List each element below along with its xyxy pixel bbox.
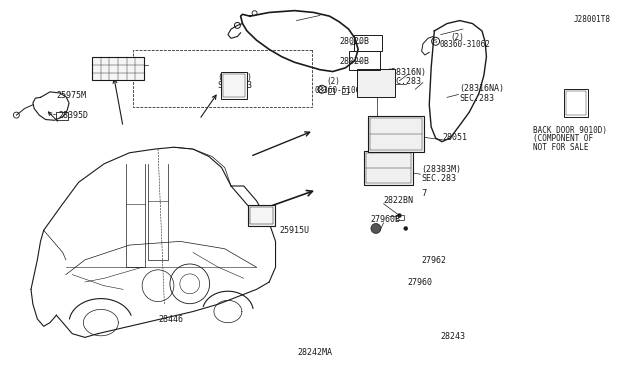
Bar (250, 206, 273, 224)
Circle shape (371, 224, 381, 233)
Text: S: S (320, 87, 324, 92)
Text: 28242MA: 28242MA (298, 349, 333, 357)
Bar (349, 51, 380, 70)
Text: 25975M: 25975M (56, 91, 86, 100)
Text: SEC.283: SEC.283 (387, 77, 422, 86)
Text: 28446: 28446 (158, 315, 183, 324)
Text: 28395D: 28395D (58, 111, 88, 121)
Text: (20505): (20505) (217, 73, 252, 81)
Text: S: S (434, 39, 437, 44)
Text: (2): (2) (450, 33, 464, 42)
Bar (566, 91, 586, 115)
Text: 2822BN: 2822BN (383, 196, 413, 205)
Bar (364, 151, 413, 185)
Bar (221, 72, 247, 99)
Text: 7: 7 (422, 189, 427, 198)
Text: 27960B: 27960B (371, 215, 401, 224)
Bar (132, 51, 312, 107)
Text: 25915U: 25915U (279, 226, 309, 235)
Text: 28020B: 28020B (339, 57, 369, 66)
Circle shape (397, 214, 401, 218)
Bar (328, 88, 335, 94)
Text: SEC.283: SEC.283 (422, 174, 456, 183)
Text: 27960: 27960 (408, 278, 433, 287)
Bar (248, 205, 275, 227)
Text: 28051: 28051 (443, 133, 468, 142)
Circle shape (404, 227, 408, 230)
Text: (COMPONENT OF: (COMPONENT OF (532, 134, 593, 143)
FancyBboxPatch shape (92, 57, 144, 80)
Bar (396, 215, 404, 220)
Bar (366, 153, 412, 183)
Text: (28316N): (28316N) (387, 68, 427, 77)
Text: 28243: 28243 (441, 332, 466, 341)
Text: SEC.253: SEC.253 (217, 81, 252, 90)
Bar (223, 74, 245, 97)
Bar (342, 88, 348, 94)
Bar (354, 35, 381, 51)
Text: BACK DOOR 9010D): BACK DOOR 9010D) (532, 126, 607, 135)
Bar (564, 89, 588, 117)
Text: 08360-31062: 08360-31062 (440, 41, 490, 49)
Text: J28001T8: J28001T8 (574, 15, 611, 23)
Text: SEC.283: SEC.283 (460, 94, 495, 103)
Text: (28383M): (28383M) (422, 165, 461, 174)
Text: NOT FOR SALE: NOT FOR SALE (532, 143, 588, 152)
Text: 08360-51062: 08360-51062 (315, 86, 366, 94)
Bar (369, 116, 424, 152)
Text: (28316NA): (28316NA) (460, 84, 505, 93)
Text: 27962: 27962 (422, 256, 447, 265)
Bar (357, 69, 395, 96)
Text: (2): (2) (326, 77, 340, 86)
Text: 28020B: 28020B (339, 37, 369, 46)
Bar (371, 118, 422, 150)
Bar (56, 112, 68, 120)
